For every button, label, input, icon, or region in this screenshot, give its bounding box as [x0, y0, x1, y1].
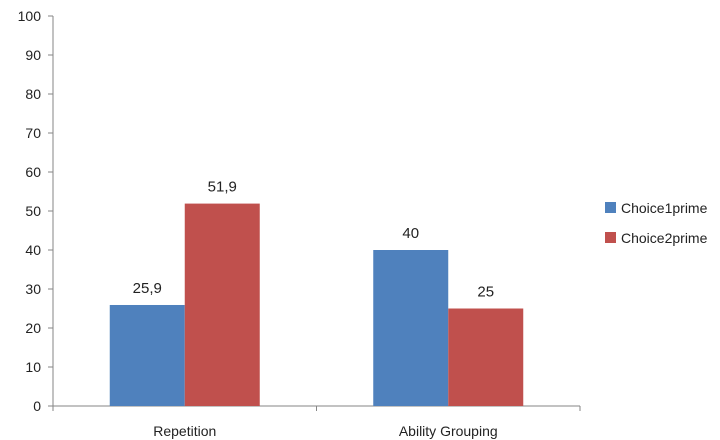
y-tick-label: 50 — [25, 203, 41, 219]
data-label: 25 — [477, 284, 494, 301]
data-label: 51,9 — [208, 179, 237, 196]
legend-swatch — [605, 202, 616, 213]
data-label: 40 — [402, 225, 419, 242]
legend-swatch — [605, 232, 616, 243]
x-category-label: Ability Grouping — [399, 423, 498, 439]
bar-choice2prime — [184, 203, 260, 406]
y-tick-label: 20 — [25, 320, 41, 336]
legend-label: Choice2prime — [621, 230, 708, 246]
bar-choice1prime — [109, 304, 185, 406]
y-tick-label: 30 — [25, 281, 41, 297]
y-tick-label: 90 — [25, 47, 41, 63]
y-tick-label: 80 — [25, 86, 41, 102]
legend-label: Choice1prime — [621, 200, 708, 216]
bar-choice2prime — [448, 308, 524, 406]
chart-axes: 0 10 20 30 40 50 60 70 80 90 100 Repetition Ability … — [18, 8, 581, 439]
data-label: 25,9 — [133, 280, 162, 297]
y-tick-label: 60 — [25, 164, 41, 180]
y-tick-label: 10 — [25, 359, 41, 375]
y-tick-label: 100 — [18, 8, 42, 24]
chart-bars: 25,9 51,9 40 25 — [109, 179, 524, 406]
y-tick-label: 0 — [33, 398, 41, 414]
chart-legend: Choice1prime Choice2prime — [605, 200, 708, 246]
y-tick-label: 40 — [25, 242, 41, 258]
x-category-label: Repetition — [153, 423, 216, 439]
y-tick-label: 70 — [25, 125, 41, 141]
bar-choice1prime — [373, 250, 449, 406]
